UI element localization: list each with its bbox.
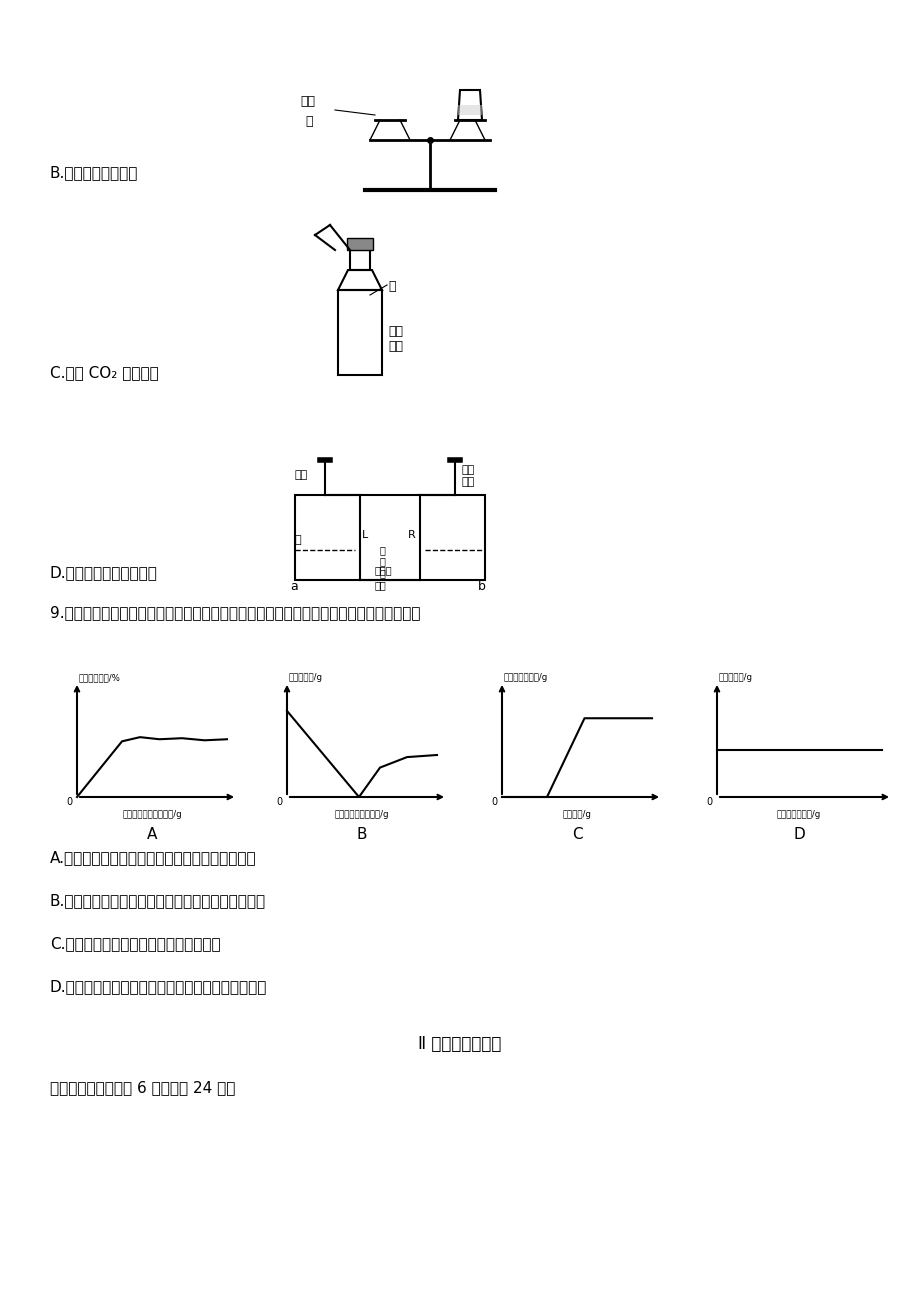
Text: 水: 水 (388, 280, 395, 293)
Text: D: D (792, 827, 804, 842)
Text: 溶质质量分数/%: 溶质质量分数/% (79, 673, 120, 682)
Text: C.探究 CO₂ 与水反应: C.探究 CO₂ 与水反应 (50, 365, 159, 380)
Text: 酒精: 酒精 (300, 95, 314, 108)
Bar (337, 290, 381, 375)
Text: D.探究铁生锈条件需要水: D.探究铁生锈条件需要水 (50, 565, 158, 579)
Text: 干燥
空气: 干燥 空气 (461, 465, 475, 487)
Text: 0: 0 (67, 797, 73, 807)
Text: Ⅱ 卷（非选择题）: Ⅱ 卷（非选择题） (418, 1035, 501, 1053)
Text: B.向不饱和的硫酸铜溶液中加入足量的氢氧化钡固体: B.向不饱和的硫酸铜溶液中加入足量的氢氧化钡固体 (50, 893, 266, 907)
Text: 铁钉: 铁钉 (375, 579, 386, 590)
Text: 锌粉质量/g: 锌粉质量/g (562, 810, 591, 819)
Text: 0: 0 (492, 797, 497, 807)
Text: C.向不饱和的硫酸铜溶液中加入足量锌粉: C.向不饱和的硫酸铜溶液中加入足量锌粉 (50, 936, 221, 950)
Bar (295, 495, 484, 579)
Text: D.向不饱和的硫酸铜溶液中加入足盘的氯化钠溶液第: D.向不饱和的硫酸铜溶液中加入足盘的氯化钠溶液第 (50, 979, 267, 993)
Text: 植
物
油: 植 物 油 (380, 546, 385, 578)
Text: 水: 水 (305, 115, 312, 128)
Bar (458, 105, 482, 115)
Text: 剩余固体的质量/g: 剩余固体的质量/g (504, 673, 548, 682)
Text: 红墨水: 红墨水 (375, 565, 392, 575)
Text: 二氧
化碳: 二氧 化碳 (388, 326, 403, 353)
Text: 氢氧化钡固体的质量/g: 氢氧化钡固体的质量/g (335, 810, 389, 819)
Text: 加入硫酸铜固体的质量/g: 加入硫酸铜固体的质量/g (122, 810, 182, 819)
Text: 空气: 空气 (295, 470, 308, 480)
Text: 氯化钠溶液质量/g: 氯化钠溶液质量/g (776, 810, 821, 819)
Text: 溶液总质量/g: 溶液总质量/g (719, 673, 752, 682)
Text: 二、填空题（本题共 6 小题，计 24 分）: 二、填空题（本题共 6 小题，计 24 分） (50, 1079, 235, 1095)
Text: 9.一定温度下，向不饱和硫酸铜溶液中分别加入足量的下列物质，其对应关系正确的是（）: 9.一定温度下，向不饱和硫酸铜溶液中分别加入足量的下列物质，其对应关系正确的是（… (50, 605, 420, 620)
Text: 溶液的质量/g: 溶液的质量/g (289, 673, 323, 682)
Text: B: B (357, 827, 367, 842)
Text: 0: 0 (706, 797, 712, 807)
Text: a: a (289, 579, 298, 592)
Text: C: C (571, 827, 582, 842)
Text: A: A (147, 827, 157, 842)
Text: R: R (407, 530, 415, 540)
Text: A.向不饱和的硫酸铜溶液中加入足量的硫酸铜固体: A.向不饱和的硫酸铜溶液中加入足量的硫酸铜固体 (50, 850, 256, 865)
Text: 0: 0 (277, 797, 283, 807)
Text: b: b (478, 579, 485, 592)
Text: L: L (361, 530, 368, 540)
Text: B.验证质量守恒定律: B.验证质量守恒定律 (50, 165, 138, 180)
Bar (346, 238, 372, 250)
Bar (349, 250, 369, 270)
Text: 水: 水 (295, 535, 301, 546)
